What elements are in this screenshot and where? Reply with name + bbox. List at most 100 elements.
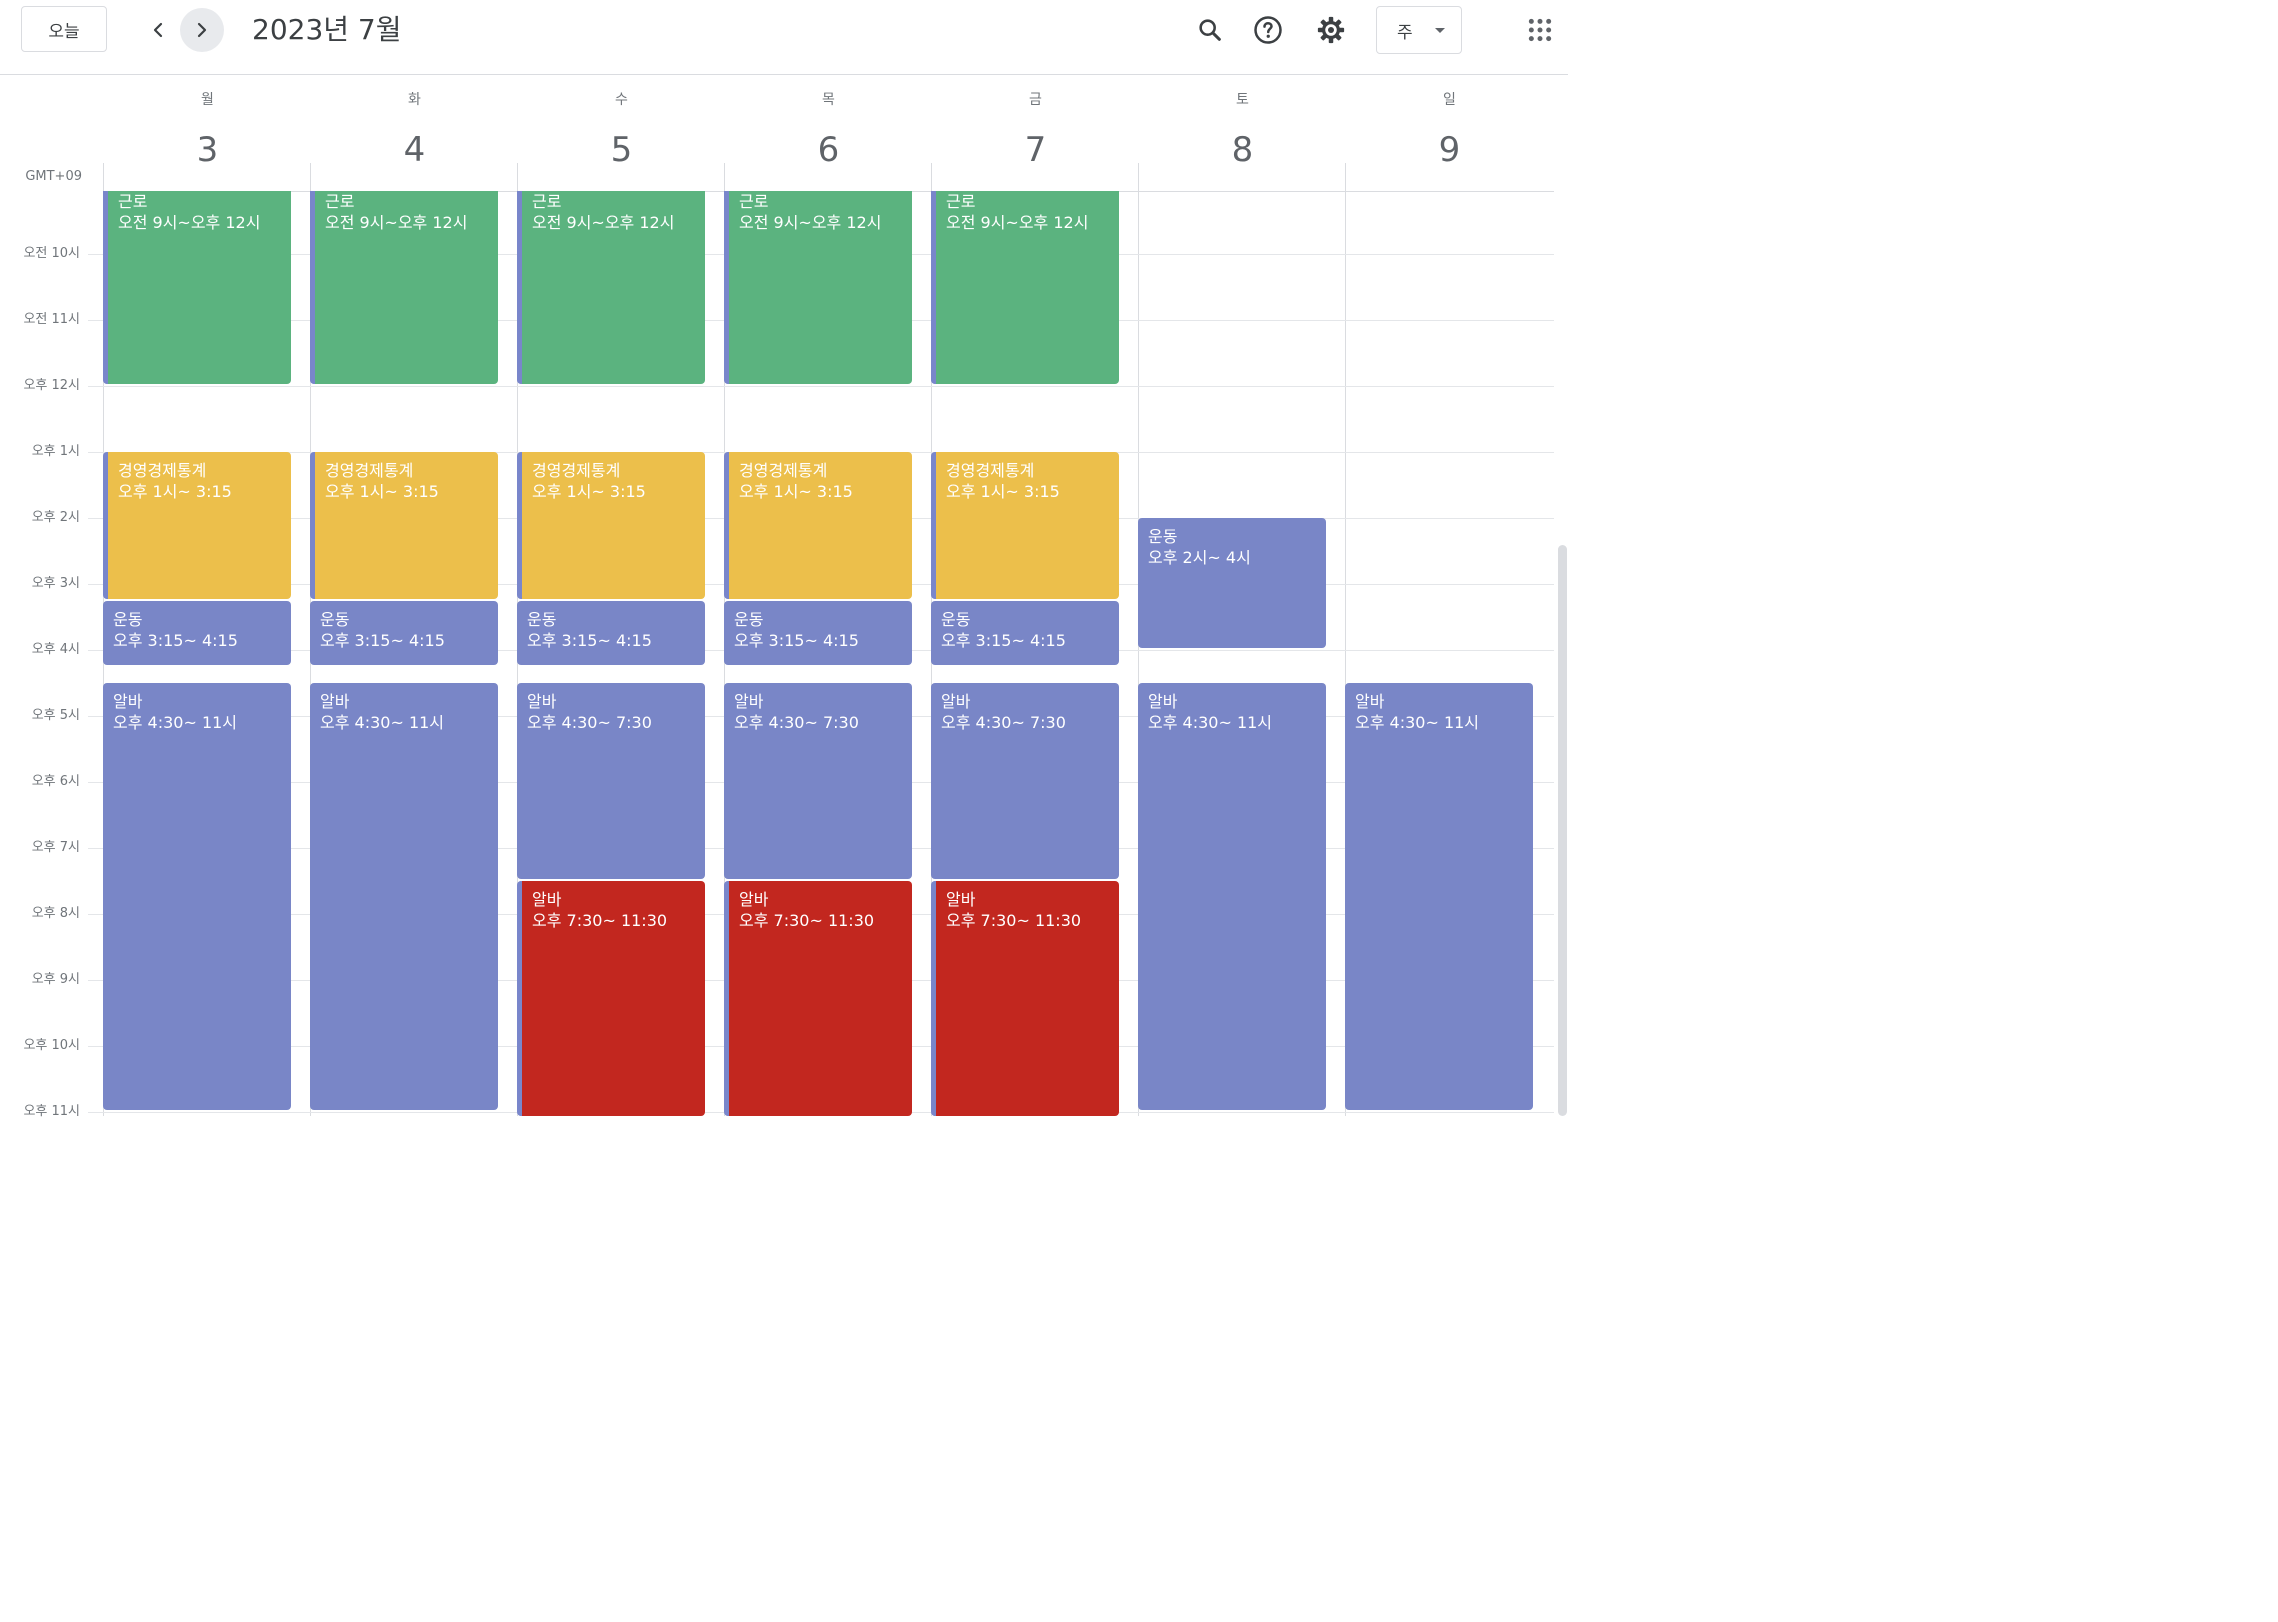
day-header[interactable]: 수 5 <box>518 90 725 170</box>
time-label: 오후 2시 <box>31 510 80 525</box>
event-time: 오후 7:30~ 11:30 <box>946 911 1082 930</box>
time-label: 오후 11시 <box>23 1104 80 1119</box>
event-title: 알바 <box>320 692 350 711</box>
time-label: 오후 1시 <box>31 444 80 459</box>
calendar-event[interactable]: 운동 오후 3:15~ 4:15 <box>724 600 912 665</box>
calendar-event[interactable]: 경영경제통계 오후 1시~ 3:15 <box>517 452 705 599</box>
day-header[interactable]: 일 9 <box>1346 90 1553 170</box>
event-title: 알바 <box>1148 692 1178 711</box>
calendar-event[interactable]: 경영경제통계 오후 1시~ 3:15 <box>310 452 498 599</box>
settings-icon <box>1317 16 1345 44</box>
calendar-event[interactable]: 경영경제통계 오후 1시~ 3:15 <box>724 452 912 599</box>
day-of-week: 일 <box>1443 92 1456 108</box>
calendar-event[interactable]: 근로 오전 9시~오후 12시 <box>931 191 1119 384</box>
day-of-week: 금 <box>1029 92 1042 108</box>
event-time: 오후 4:30~ 11시 <box>1355 713 1480 732</box>
event-title: 근로 <box>118 192 148 211</box>
time-label: 오후 4시 <box>31 642 80 657</box>
chevron-left-icon <box>153 22 163 38</box>
day-of-week: 월 <box>201 92 214 108</box>
day-header[interactable]: 토 8 <box>1139 90 1346 170</box>
next-week-button[interactable] <box>180 8 224 52</box>
calendar-event[interactable]: 경영경제통계 오후 1시~ 3:15 <box>931 452 1119 599</box>
calendar-event[interactable]: 운동 오후 3:15~ 4:15 <box>103 600 291 665</box>
day-header[interactable]: 화 4 <box>311 90 518 170</box>
previous-week-button[interactable] <box>136 8 180 52</box>
event-title: 운동 <box>1148 527 1178 546</box>
help-icon <box>1254 16 1282 44</box>
time-label: 오전 11시 <box>23 312 80 327</box>
event-time: 오후 1시~ 3:15 <box>325 482 439 501</box>
event-title: 근로 <box>739 192 769 211</box>
view-selector-dropdown[interactable]: 주 <box>1376 6 1462 54</box>
event-time: 오후 3:15~ 4:15 <box>320 630 445 650</box>
event-time: 오전 9시~오후 12시 <box>325 213 468 232</box>
calendar-event[interactable]: 근로 오전 9시~오후 12시 <box>310 191 498 384</box>
event-time: 오후 1시~ 3:15 <box>118 482 232 501</box>
calendar-event[interactable]: 근로 오전 9시~오후 12시 <box>724 191 912 384</box>
event-time: 오후 3:15~ 4:15 <box>734 630 859 650</box>
event-title: 운동 <box>941 609 971 629</box>
day-number[interactable]: 8 <box>1231 130 1254 170</box>
day-header[interactable]: 목 6 <box>725 90 932 170</box>
day-of-week: 수 <box>615 92 628 108</box>
day-of-week: 목 <box>822 92 835 108</box>
calendar-event[interactable]: 운동 오후 3:15~ 4:15 <box>517 600 705 665</box>
event-time: 오후 4:30~ 11시 <box>1148 713 1273 732</box>
search-button[interactable] <box>1188 8 1232 52</box>
event-title: 운동 <box>734 609 764 629</box>
event-time: 오전 9시~오후 12시 <box>532 213 675 232</box>
event-time: 오후 4:30~ 11시 <box>320 713 445 732</box>
event-title: 알바 <box>532 890 562 909</box>
settings-button[interactable] <box>1309 8 1353 52</box>
time-label: 오후 12시 <box>23 378 80 393</box>
day-number[interactable]: 5 <box>610 130 633 170</box>
event-time: 오전 9시~오후 12시 <box>118 213 261 232</box>
day-header[interactable]: 금 7 <box>932 90 1139 170</box>
event-time: 오후 4:30~ 11시 <box>113 713 238 732</box>
time-label: 오전 10시 <box>23 246 80 261</box>
caret-down-icon <box>1435 27 1445 33</box>
time-label: 오후 5시 <box>31 708 80 723</box>
calendar-event[interactable]: 운동 오후 3:15~ 4:15 <box>931 600 1119 665</box>
calendar-event[interactable]: 알바 오후 7:30~ 11:30 <box>931 881 1119 1116</box>
event-title: 경영경제통계 <box>118 461 207 480</box>
calendar-event[interactable]: 알바 오후 4:30~ 7:30 <box>724 683 912 879</box>
event-title: 알바 <box>113 692 143 711</box>
day-number[interactable]: 9 <box>1438 130 1461 170</box>
calendar-event[interactable]: 알바 오후 4:30~ 7:30 <box>517 683 705 879</box>
calendar-event[interactable]: 알바 오후 4:30~ 7:30 <box>931 683 1119 879</box>
event-time: 오후 2시~ 4시 <box>1148 548 1251 567</box>
help-button[interactable] <box>1246 8 1290 52</box>
hour-gridline <box>88 386 1554 387</box>
apps-button[interactable] <box>1518 8 1562 52</box>
day-number[interactable]: 3 <box>196 130 219 170</box>
timezone-label: GMT+09 <box>25 169 82 184</box>
today-button[interactable]: 오늘 <box>21 6 107 52</box>
event-title: 운동 <box>113 609 143 629</box>
event-title: 알바 <box>941 692 971 711</box>
event-time: 오후 7:30~ 11:30 <box>532 911 668 930</box>
calendar-event[interactable]: 알바 오후 7:30~ 11:30 <box>724 881 912 1116</box>
day-number[interactable]: 7 <box>1024 130 1047 170</box>
day-header[interactable]: 월 3 <box>104 90 311 170</box>
day-number[interactable]: 6 <box>817 130 840 170</box>
day-number[interactable]: 4 <box>403 130 426 170</box>
search-icon <box>1199 19 1221 41</box>
event-time: 오후 3:15~ 4:15 <box>527 630 652 650</box>
vertical-scrollbar[interactable] <box>1558 545 1567 1116</box>
day-of-week: 토 <box>1236 92 1249 108</box>
event-title: 알바 <box>527 692 557 711</box>
calendar-event[interactable]: 알바 오후 4:30~ 11시 <box>1345 683 1533 1110</box>
event-title: 경영경제통계 <box>946 461 1035 480</box>
event-time: 오후 1시~ 3:15 <box>532 482 646 501</box>
calendar-event[interactable]: 운동 오후 3:15~ 4:15 <box>310 600 498 665</box>
calendar-event[interactable]: 근로 오전 9시~오후 12시 <box>517 191 705 384</box>
